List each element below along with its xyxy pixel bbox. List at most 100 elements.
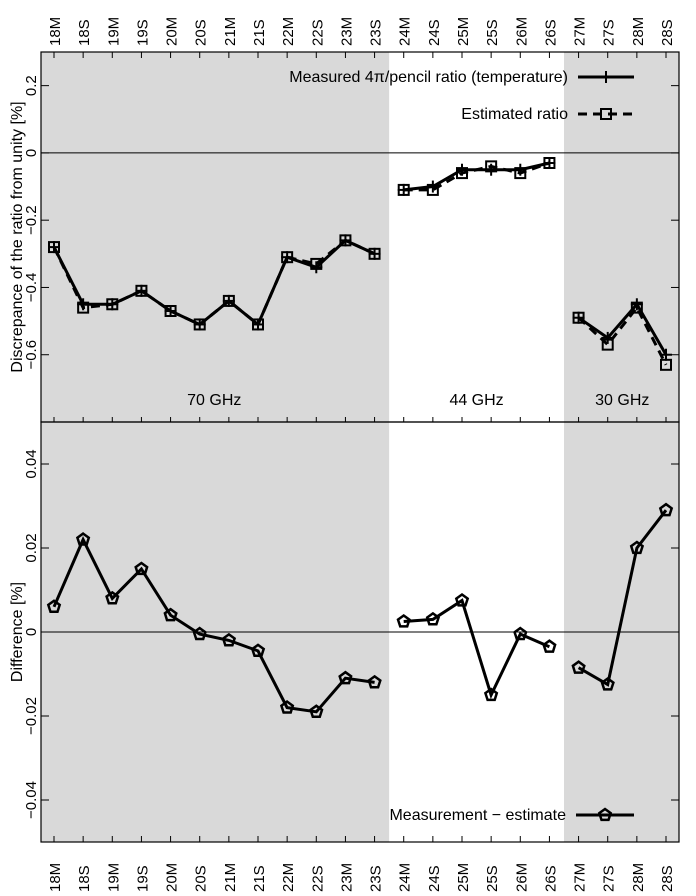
x-tick-label-top-18: 27M xyxy=(572,17,589,46)
bottom-panel-y-tick-label-1: 0.02 xyxy=(23,533,40,562)
x-tick-label-top-17: 26S xyxy=(542,19,559,46)
bottom-panel-series-0-point-12 xyxy=(396,613,411,628)
top-panel-series-1-point-0 xyxy=(48,241,60,254)
bottom-panel-series-0-point-10 xyxy=(338,670,353,685)
top-panel-y-tick-label-0: 0.2 xyxy=(23,75,40,96)
top-panel-series-1-point-3 xyxy=(135,284,148,297)
bottom-panel-series-0-point-4 xyxy=(163,607,178,622)
x-tick-label-bottom-7: 21S xyxy=(251,865,268,892)
x-tick-label-bottom-20: 28M xyxy=(630,863,647,892)
bottom-panel-y-tick-label-2: 0 xyxy=(23,628,40,636)
x-tick-label-bottom-17: 26S xyxy=(542,865,559,892)
x-tick-label-top-8: 22M xyxy=(280,17,297,46)
x-tick-label-top-5: 20S xyxy=(193,19,210,46)
top-panel-series-1-point-6 xyxy=(222,294,235,307)
top-panel-series-1-point-10 xyxy=(339,234,352,247)
x-tick-label-bottom-18: 27M xyxy=(572,863,589,892)
top-panel-series-1-point-14 xyxy=(456,167,468,180)
legends: Measured 4π/pencil ratio (temperature) Es… xyxy=(289,69,634,824)
x-tick-label-bottom-14: 25M xyxy=(455,863,472,892)
legend-marker-measured xyxy=(600,71,612,83)
bottom-panel-y-axis-title: Difference [%] xyxy=(9,582,26,682)
top-panel-series-1-point-19 xyxy=(601,338,614,351)
x-tick-label-bottom-16: 26M xyxy=(513,863,530,892)
bottom-panel-series-0-point-17 xyxy=(542,639,557,653)
top-panel-y-tick-label-1: 0 xyxy=(23,149,40,157)
bottom-panel-series-0-point-19 xyxy=(600,676,615,691)
zero-reference-lines xyxy=(41,152,679,633)
x-tick-label-top-9: 22S xyxy=(309,19,326,46)
x-tick-label-bottom-6: 21M xyxy=(222,863,239,892)
x-tick-label-bottom-5: 20S xyxy=(193,865,210,892)
bottom-panel-series-0-point-3 xyxy=(134,561,149,576)
x-tick-label-top-2: 19M xyxy=(105,17,122,46)
bottom-panel-series-0-point-13 xyxy=(425,611,441,626)
top-panel-series-1-point-9 xyxy=(310,257,323,270)
top-panel-series-1-point-13 xyxy=(426,183,439,196)
top-panel-series-1-point-18 xyxy=(572,311,585,324)
x-tick-label-top-3: 19S xyxy=(134,19,151,46)
bottom-panel-series-0-point-6 xyxy=(221,632,237,647)
top-panel-series-1-point-16 xyxy=(514,167,527,180)
bottom-panel-y-tick-label-0: 0.04 xyxy=(23,449,40,478)
top-panel-series-1-point-1 xyxy=(77,301,90,314)
bottom-panel-series-0-point-7 xyxy=(250,643,266,658)
top-panel-series-1-segment-2 xyxy=(577,304,668,366)
x-tick-label-bottom-3: 19S xyxy=(134,865,151,892)
x-tick-label-top-0: 18M xyxy=(47,17,64,46)
x-tick-label-top-10: 23M xyxy=(338,17,355,46)
band-label-1: 44 GHz xyxy=(449,392,503,409)
bottom-panel-series-0-point-0 xyxy=(46,599,62,613)
x-tick-label-bottom-19: 27S xyxy=(601,865,618,892)
x-tick-label-bottom-8: 22M xyxy=(280,863,297,892)
bottom-panel-series-0-point-2 xyxy=(105,590,120,605)
x-tick-label-bottom-12: 24M xyxy=(397,863,414,892)
x-tick-label-top-13: 24S xyxy=(426,19,443,46)
x-tick-label-top-20: 28M xyxy=(630,17,647,46)
legend-marker-difference xyxy=(597,807,613,822)
x-tick-label-top-6: 21M xyxy=(222,17,239,46)
bottom-panel-series-0-segment-2 xyxy=(577,509,668,687)
bottom-panel-series-0-point-11 xyxy=(367,674,382,689)
bottom-panel-series-0-point-5 xyxy=(192,626,207,641)
bottom-panel-series-0-point-8 xyxy=(279,700,295,714)
bottom-panel-y-tick-label-3: −0.02 xyxy=(23,697,40,735)
top-panel-series-1-point-11 xyxy=(368,247,381,260)
x-tick-label-bottom-0: 18M xyxy=(47,863,64,892)
x-tick-label-top-16: 26M xyxy=(513,17,530,46)
top-panel-series-1 xyxy=(48,157,672,371)
top-panel-series-1-point-17 xyxy=(543,157,556,169)
bottom-panel-series-0-point-1 xyxy=(75,532,91,546)
x-tick-label-bottom-1: 18S xyxy=(76,865,93,892)
series-layer xyxy=(46,157,674,718)
bottom-panel-series-0-point-21 xyxy=(658,502,674,517)
axis-labels: 70 GHz 44 GHz 30 GHz 18M 18M 18S 18S 19M 19M 19S 1… xyxy=(9,17,676,892)
top-panel-series-1-point-21 xyxy=(660,358,672,371)
legend-label-measured: Measured 4π/pencil ratio (temperature) xyxy=(289,69,568,86)
x-tick-label-top-11: 23S xyxy=(368,19,385,46)
top-panel-y-tick-label-2: −0.2 xyxy=(23,205,40,235)
axis-ticks xyxy=(41,52,679,842)
x-tick-label-bottom-13: 24S xyxy=(426,865,443,892)
bottom-panel-series-0-point-16 xyxy=(513,626,528,641)
x-tick-label-top-7: 21S xyxy=(251,19,268,46)
band-2 xyxy=(564,52,679,842)
top-panel-series-1-point-12 xyxy=(397,183,410,196)
bottom-panel-series-0-point-15 xyxy=(483,687,499,702)
bottom-panel-series-0 xyxy=(46,502,674,718)
x-tick-label-top-19: 27S xyxy=(601,19,618,46)
band-label-2: 30 GHz xyxy=(595,392,649,409)
legend-label-difference: Measurement − estimate xyxy=(389,807,566,824)
top-panel-series-1-point-4 xyxy=(164,305,177,317)
bottom-panel-series-0-point-14 xyxy=(454,592,470,607)
top-panel-series-1-point-5 xyxy=(193,318,206,331)
top-panel-series-1-point-7 xyxy=(252,318,264,331)
top-panel-y-axis-title: Discrepance of the ratio from unity [%] xyxy=(9,101,26,372)
x-tick-label-bottom-2: 19M xyxy=(105,863,122,892)
x-tick-label-top-4: 20M xyxy=(164,17,181,46)
top-panel-series-0-segment-2 xyxy=(577,301,668,356)
top-panel-series-1-point-2 xyxy=(106,298,119,311)
bottom-panel-series-0-segment-0 xyxy=(52,536,375,714)
frequency-bands xyxy=(41,52,679,842)
